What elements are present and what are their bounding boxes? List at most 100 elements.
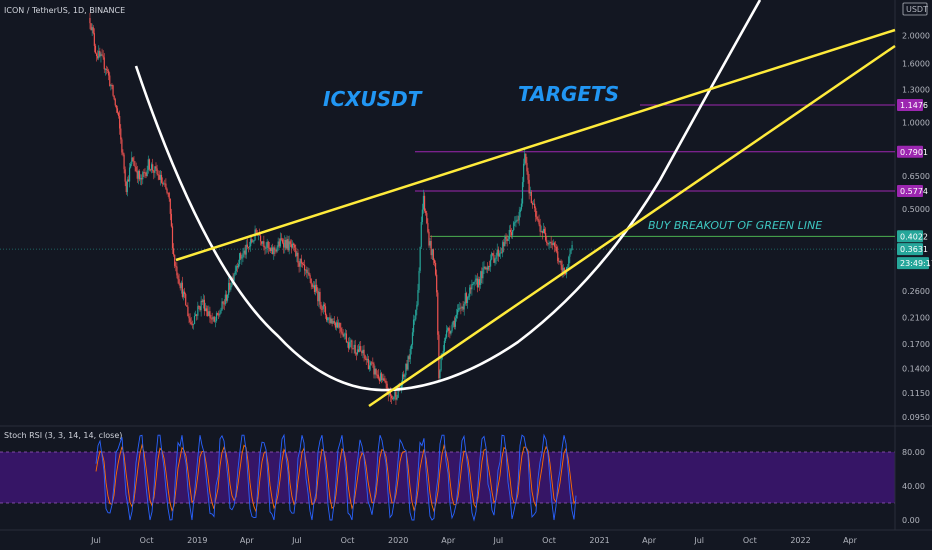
candle <box>381 371 383 384</box>
candle <box>277 237 279 251</box>
candle <box>311 282 313 289</box>
candle <box>105 65 108 75</box>
candle <box>494 257 496 266</box>
candle <box>182 289 185 301</box>
candle <box>344 329 346 340</box>
candle <box>209 306 211 323</box>
candle <box>279 232 281 248</box>
candle <box>534 198 536 212</box>
candle <box>417 283 419 307</box>
candle <box>228 277 230 298</box>
candle <box>570 248 572 255</box>
candle <box>395 388 397 405</box>
targets-label: TARGETS <box>518 82 619 106</box>
candle <box>320 301 322 316</box>
candle <box>422 189 425 214</box>
candle <box>567 264 569 269</box>
candle <box>331 318 333 327</box>
candle <box>483 260 485 274</box>
candle <box>161 177 164 187</box>
candle <box>448 327 450 338</box>
candle <box>562 264 564 278</box>
candle <box>342 329 344 338</box>
candle <box>163 181 165 186</box>
candle <box>229 279 231 293</box>
candle <box>164 179 166 187</box>
candle <box>269 247 272 253</box>
candle <box>364 354 366 361</box>
candle <box>236 262 239 273</box>
candle <box>132 157 134 162</box>
candle <box>108 68 110 81</box>
candle <box>447 326 449 333</box>
candle <box>280 233 283 242</box>
candle <box>214 316 217 328</box>
candle <box>200 296 202 317</box>
candle <box>515 216 517 228</box>
candle <box>125 181 127 195</box>
svg-text:0.3631: 0.3631 <box>900 245 928 254</box>
candle <box>265 242 267 254</box>
candles <box>89 12 573 405</box>
candle <box>492 252 494 257</box>
candle <box>130 161 132 169</box>
candle <box>189 313 191 325</box>
price-tick-3: 1.0000 <box>902 118 930 127</box>
candle <box>418 267 420 293</box>
svg-text:0.7901: 0.7901 <box>900 148 928 157</box>
time-tick-15: Apr <box>843 536 858 545</box>
candle <box>486 262 488 274</box>
candle <box>299 258 301 272</box>
candle <box>204 302 207 312</box>
candle <box>393 396 395 401</box>
candle <box>104 68 106 76</box>
candle <box>429 238 431 249</box>
candle <box>373 361 375 379</box>
candle <box>540 225 542 233</box>
candle <box>340 322 342 338</box>
price-tick-11: 0.1150 <box>902 389 930 398</box>
candle <box>372 357 374 368</box>
candle <box>365 356 367 365</box>
candle <box>560 259 562 270</box>
stoch-tick-0: 0.00 <box>902 516 920 525</box>
candle <box>303 259 306 277</box>
candle <box>507 236 509 242</box>
candle <box>355 352 357 361</box>
candle <box>201 298 203 305</box>
candle <box>526 156 528 175</box>
candle <box>166 187 168 195</box>
candle <box>370 360 372 371</box>
candle <box>333 316 335 326</box>
candle <box>501 247 503 254</box>
time-tick-4: Jul <box>291 536 302 545</box>
time-tick-11: Apr <box>642 536 657 545</box>
candle <box>449 325 451 339</box>
candle <box>334 321 337 330</box>
candle <box>156 164 158 176</box>
candle <box>510 228 513 239</box>
candle <box>188 313 190 324</box>
candle <box>461 305 463 311</box>
candle <box>328 317 330 324</box>
time-tick-3: Apr <box>240 536 255 545</box>
candle <box>390 394 393 404</box>
candle <box>197 301 199 320</box>
candle <box>174 254 176 269</box>
candle <box>495 252 497 265</box>
candle <box>509 224 512 237</box>
candle <box>473 281 475 291</box>
candle <box>379 369 382 382</box>
candle <box>91 23 93 36</box>
price-tick-7: 0.2600 <box>902 287 930 296</box>
candle <box>484 266 486 270</box>
candle <box>341 327 343 335</box>
candle <box>307 267 309 279</box>
candle <box>322 301 324 315</box>
candle <box>286 235 288 250</box>
candle <box>392 395 394 400</box>
candle <box>437 290 439 340</box>
candle <box>485 266 487 273</box>
candle <box>253 240 255 244</box>
price-labels: 1.1476 0.7901 0.5774 0.4022 0.3631 23:49:17 <box>897 99 932 270</box>
